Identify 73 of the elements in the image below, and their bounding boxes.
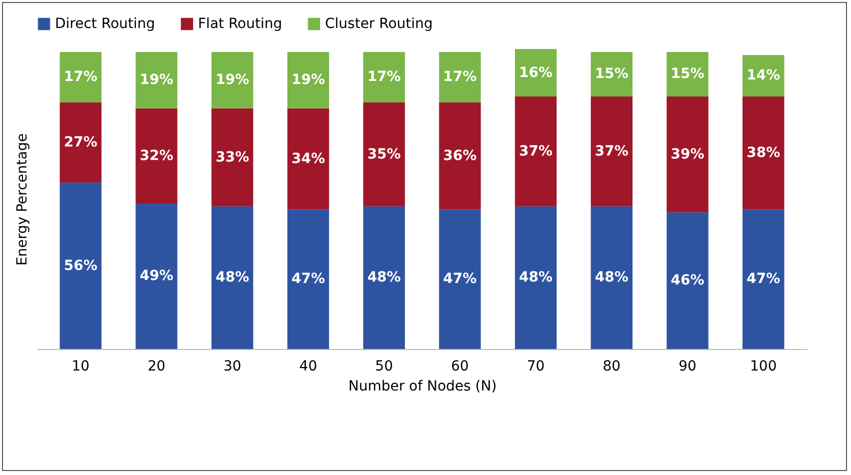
bar (363, 206, 405, 349)
bar (514, 96, 557, 206)
data-label: 16% (519, 64, 553, 81)
bar (439, 209, 481, 349)
data-label: 48% (519, 270, 553, 286)
bar (666, 96, 708, 212)
data-label: 56% (64, 258, 98, 274)
bar (287, 209, 330, 349)
data-label: 19% (291, 72, 325, 88)
x-tick-label: 60 (451, 358, 469, 374)
data-label: 49% (140, 268, 174, 284)
data-label: 15% (594, 66, 628, 82)
data-label: 38% (746, 144, 780, 161)
bar (666, 52, 708, 97)
bar (136, 52, 178, 108)
x-tick-label: 80 (602, 358, 621, 374)
data-label: 33% (216, 149, 250, 166)
bar (363, 102, 405, 206)
x-tick-label: 90 (678, 358, 696, 374)
bar (742, 209, 784, 349)
x-tick-label: 50 (375, 358, 393, 374)
data-label: 35% (367, 146, 401, 162)
data-label: 46% (670, 272, 704, 289)
bar (60, 52, 102, 102)
x-tick-label: 40 (299, 358, 318, 374)
x-tick-label: 10 (72, 358, 90, 374)
bar (136, 203, 178, 349)
data-label: 37% (594, 143, 628, 160)
data-label: 14% (746, 68, 780, 84)
data-label: 19% (140, 72, 174, 88)
x-axis-title: Number of Nodes (N) (348, 378, 497, 394)
bar (211, 206, 254, 349)
data-label: 15% (670, 66, 704, 82)
bar (514, 206, 557, 349)
legend-label: Flat Routing (198, 16, 282, 32)
bar (590, 206, 633, 349)
x-tick-label: 70 (526, 358, 545, 374)
data-label: 48% (367, 270, 401, 286)
bar (439, 52, 481, 102)
bar (514, 49, 557, 97)
legend-label: Direct Routing (55, 16, 156, 32)
data-label: 48% (594, 270, 628, 286)
bar (666, 212, 708, 349)
bar (211, 108, 254, 206)
bar (287, 108, 330, 210)
data-label: 17% (443, 69, 477, 86)
bar (742, 96, 784, 210)
data-label: 47% (746, 271, 780, 288)
bar (363, 52, 405, 102)
y-axis-title: Energy Percentage (14, 133, 30, 266)
data-label: 47% (291, 271, 325, 288)
x-tick-label: 20 (148, 358, 166, 374)
data-label: 36% (443, 148, 477, 164)
legend-label: Cluster Routing (325, 16, 433, 32)
bar (60, 102, 102, 183)
x-tick-label: 100 (750, 358, 777, 374)
data-label: 19% (216, 72, 250, 88)
bar (60, 182, 102, 349)
data-label: 37% (519, 143, 553, 160)
data-label: 39% (670, 146, 704, 162)
bar (439, 102, 481, 210)
data-label: 27% (64, 134, 98, 151)
bar (590, 96, 633, 206)
bar (211, 52, 254, 108)
data-label: 17% (64, 69, 98, 86)
bar (136, 108, 178, 204)
data-label: 32% (140, 148, 174, 164)
x-tick-label: 30 (223, 358, 242, 374)
data-label: 17% (367, 69, 401, 86)
data-label: 47% (443, 271, 477, 288)
data-label: 48% (216, 270, 250, 286)
bar (287, 52, 330, 108)
data-label: 34% (291, 150, 325, 167)
